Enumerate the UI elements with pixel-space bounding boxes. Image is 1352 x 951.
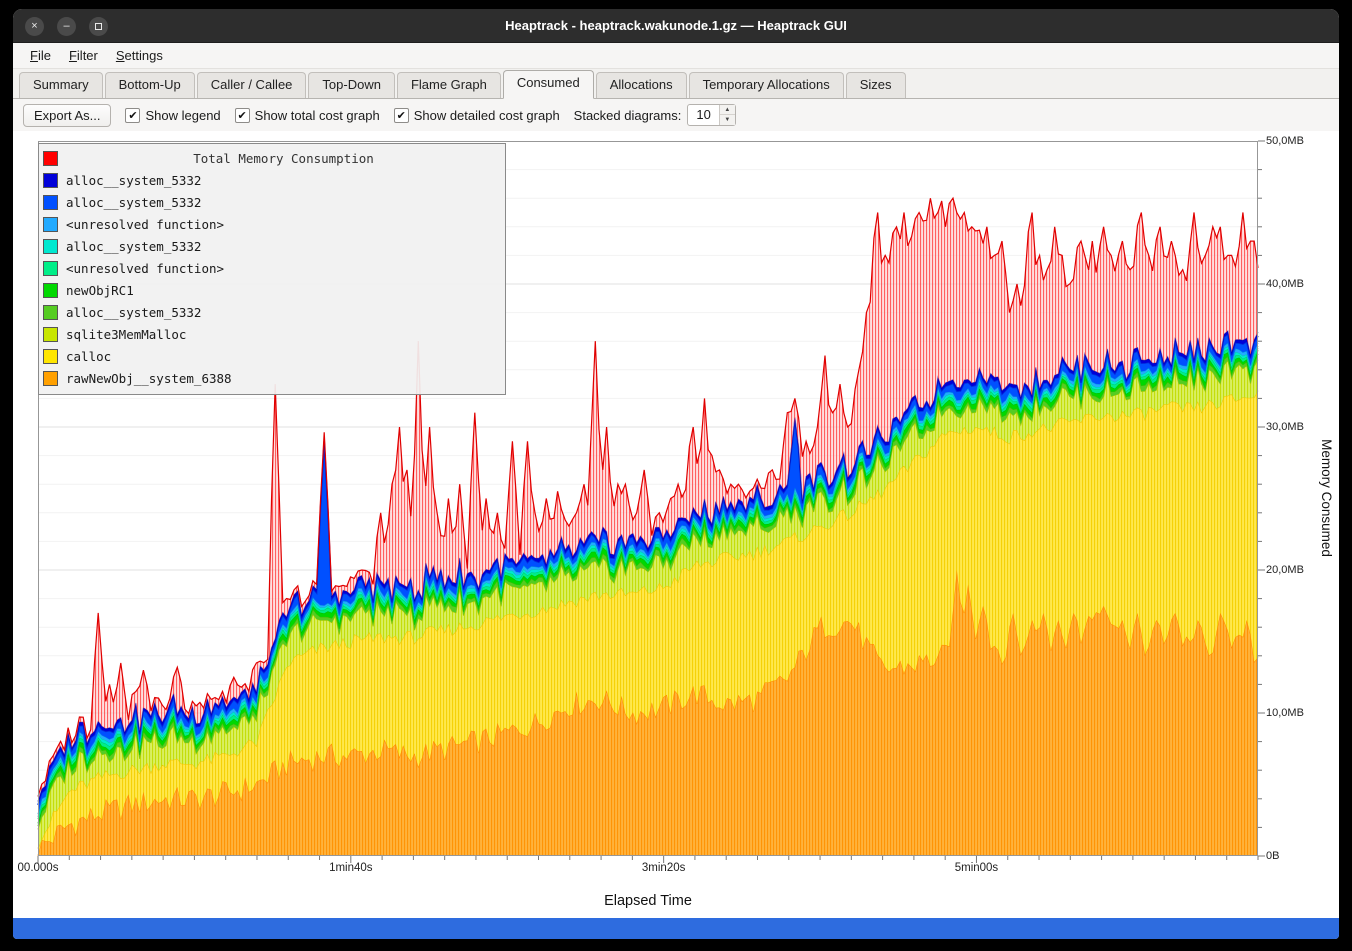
consumed-chart-panel: Total Memory Consumption alloc__system_53… [13,131,1339,918]
legend-item: calloc [43,345,501,367]
toolbar: Export As... ✔ Show legend ✔ Show total … [13,99,1339,131]
show-total-cost-checkbox[interactable]: ✔ Show total cost graph [235,108,380,123]
legend-swatch [43,217,58,232]
x-tick-label: 3min20s [642,862,685,874]
legend-title: Total Memory Consumption [66,151,501,166]
y-tick-label: 40,0MB [1266,278,1304,290]
legend-swatch [43,195,58,210]
x-tick-label: 5min00s [955,862,998,874]
y-tick-label: 50,0MB [1266,135,1304,147]
x-tick-label: 00.000s [18,862,59,874]
show-legend-checkbox[interactable]: ✔ Show legend [125,108,220,123]
x-axis-tick-labels: 00.000s1min40s3min20s5min00s [38,862,1258,880]
legend-item: newObjRC1 [43,279,501,301]
y-tick-label: 20,0MB [1266,564,1304,576]
tab-bar: Summary Bottom-Up Caller / Callee Top-Do… [13,69,1339,99]
tab-summary[interactable]: Summary [19,72,103,98]
tab-bottom-up[interactable]: Bottom-Up [105,72,195,98]
title-bar[interactable]: × – Heaptrack - heaptrack.wakunode.1.gz … [13,9,1339,43]
x-tick-label: 1min40s [329,862,372,874]
tab-top-down[interactable]: Top-Down [308,72,395,98]
legend-item-label: newObjRC1 [66,283,134,298]
checkbox-check-icon: ✔ [394,108,409,123]
export-as-button[interactable]: Export As... [23,104,111,127]
legend-swatch [43,239,58,254]
minimize-button[interactable]: – [57,17,76,36]
tab-flame-graph[interactable]: Flame Graph [397,72,501,98]
legend-item-label: alloc__system_5332 [66,305,201,320]
show-detailed-cost-checkbox[interactable]: ✔ Show detailed cost graph [394,108,560,123]
legend-swatch [43,349,58,364]
legend-item-label: alloc__system_5332 [66,195,201,210]
app-window: × – Heaptrack - heaptrack.wakunode.1.gz … [13,9,1339,939]
legend-item-label: sqlite3MemMalloc [66,327,186,342]
legend-swatch [43,151,58,166]
tab-consumed[interactable]: Consumed [503,70,594,99]
legend-item-label: calloc [66,349,111,364]
legend-swatch [43,283,58,298]
menu-settings[interactable]: Settings [107,46,172,65]
stacked-diagrams-value[interactable]: 10 [688,105,718,125]
legend-item: <unresolved function> [43,257,501,279]
checkbox-check-icon: ✔ [235,108,250,123]
y-tick-label: 10,0MB [1266,707,1304,719]
legend-item: alloc__system_5332 [43,235,501,257]
legend-swatch [43,261,58,276]
spin-up-icon[interactable]: ▲ [720,105,735,115]
window-controls: × – [25,9,108,43]
legend-swatch [43,173,58,188]
y-tick-label: 0B [1266,850,1279,862]
legend-item-label: alloc__system_5332 [66,239,201,254]
legend-item-label: alloc__system_5332 [66,173,201,188]
menu-file[interactable]: File [21,46,60,65]
spin-down-icon[interactable]: ▼ [720,115,735,125]
window-title: Heaptrack - heaptrack.wakunode.1.gz — He… [13,9,1339,43]
y-tick-label: 30,0MB [1266,421,1304,433]
legend-item: <unresolved function> [43,213,501,235]
show-total-cost-label: Show total cost graph [255,108,380,123]
maximize-icon [95,23,102,30]
legend-item: rawNewObj__system_6388 [43,367,501,389]
close-button[interactable]: × [25,17,44,36]
chart-legend: Total Memory Consumption alloc__system_53… [38,143,506,395]
legend-title-row: Total Memory Consumption [43,147,501,169]
legend-swatch [43,305,58,320]
tab-caller-callee[interactable]: Caller / Callee [197,72,307,98]
stacked-diagrams-spinbox[interactable]: 10 ▲ ▼ [687,104,735,126]
show-detailed-cost-label: Show detailed cost graph [414,108,560,123]
tab-temporary-allocations[interactable]: Temporary Allocations [689,72,844,98]
legend-item: alloc__system_5332 [43,169,501,191]
menu-filter[interactable]: Filter [60,46,107,65]
legend-item-label: rawNewObj__system_6388 [66,371,232,386]
x-axis-title: Elapsed Time [38,893,1258,909]
y-axis-title: Memory Consumed [1319,439,1334,557]
legend-item: sqlite3MemMalloc [43,323,501,345]
tab-allocations[interactable]: Allocations [596,72,687,98]
legend-swatch [43,327,58,342]
legend-item-label: <unresolved function> [66,261,224,276]
tab-sizes[interactable]: Sizes [846,72,906,98]
bottom-bar [13,918,1339,939]
show-legend-label: Show legend [145,108,220,123]
checkbox-check-icon: ✔ [125,108,140,123]
legend-item: alloc__system_5332 [43,301,501,323]
legend-item: alloc__system_5332 [43,191,501,213]
legend-swatch [43,371,58,386]
maximize-button[interactable] [89,17,108,36]
legend-item-label: <unresolved function> [66,217,224,232]
stacked-diagrams-label: Stacked diagrams: [574,108,682,123]
menu-bar: File Filter Settings [13,43,1339,69]
